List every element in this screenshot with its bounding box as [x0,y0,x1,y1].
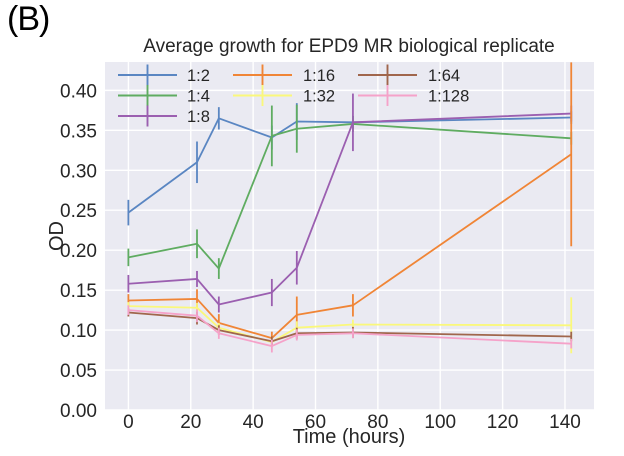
legend-label: 1:2 [187,67,210,85]
legend-label: 1:64 [428,67,460,85]
legend-label: 1:128 [428,88,469,106]
chart-title: Average growth for EPD9 MR biological re… [143,36,555,57]
series-1:8 [127,93,573,313]
legend-entry-1:4: 1:4 [118,85,210,106]
y-tick-label: 0.00 [60,401,97,422]
panel-label: (B) [7,0,50,38]
y-tick-label: 0.05 [60,361,97,382]
x-tick-label: 20 [180,412,201,433]
y-tick-label: 0.40 [60,81,97,102]
series-1:128 [127,305,573,353]
y-axis-label: OD [46,221,68,251]
y-tick-label: 0.35 [60,121,97,142]
x-tick-label: 140 [549,412,581,433]
x-axis-label: Time (hours) [293,426,406,448]
legend-entry-1:16: 1:16 [233,64,335,86]
x-tick-label: 100 [424,412,456,433]
y-tick-label: 0.20 [60,241,97,262]
legend-label: 1:16 [303,67,335,85]
legend-entry-1:2: 1:2 [118,64,210,86]
series-line [128,112,572,306]
x-tick-label: 60 [305,412,326,433]
x-tick-label: 40 [243,412,264,433]
y-tick-label: 0.10 [60,321,97,342]
x-tick-label: 120 [487,412,519,433]
legend-entry-1:32: 1:32 [233,85,335,106]
legend-entry-1:8: 1:8 [118,105,210,127]
legend-label: 1:8 [187,108,210,126]
y-tick-label: 0.15 [60,281,97,302]
y-tick-label: 0.25 [60,201,97,222]
legend-label: 1:4 [187,88,210,106]
x-tick-label: 0 [123,412,134,433]
legend-label: 1:32 [303,88,335,106]
plot-area [105,62,594,410]
series-line [128,309,572,347]
plot-layer: 0 20 40 60 80 100 120 140 0.00 0.05 0.10 0.15 0.20 0.… [60,62,594,433]
legend: 1:2 1:4 1:8 1:16 1:32 1:64 1:128 [118,64,469,127]
y-tick-label: 0.30 [60,161,97,182]
legend-entry-1:128: 1:128 [358,85,469,106]
x-tick-label: 80 [367,412,388,433]
legend-entry-1:64: 1:64 [358,64,460,86]
series-layer [127,62,573,354]
